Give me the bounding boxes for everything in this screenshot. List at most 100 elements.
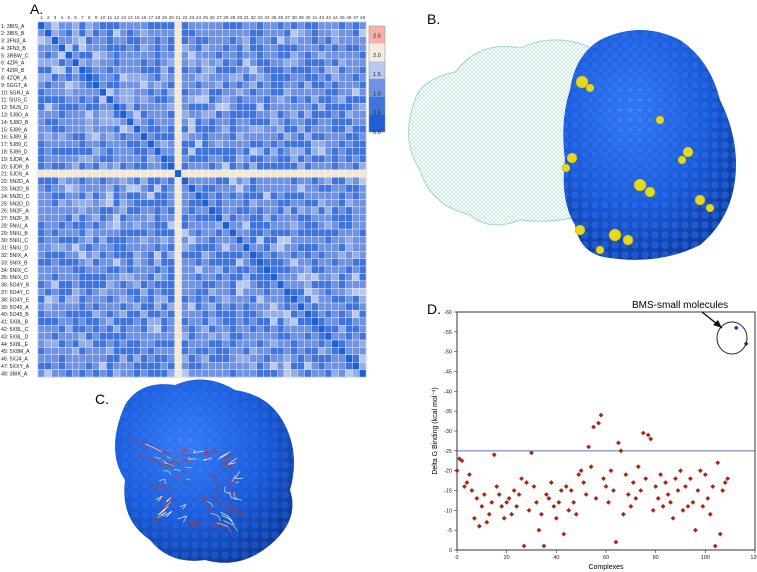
heatmap-cell: [201, 369, 210, 378]
heatmap-cell: [338, 66, 346, 74]
data-point: [717, 531, 723, 537]
scatter-d: 0-5-10-15-20-25-30-35-40-45-50-55-60 0 20…: [432, 300, 757, 571]
heatmap-cell: [352, 354, 360, 363]
heatmap-cell: [140, 251, 148, 259]
heatmap-cell: [181, 36, 189, 45]
heatmap-row-label: 8: 4ZQK_A: [1, 76, 27, 82]
heatmap-cell: [119, 66, 128, 74]
heatmap-cell: [222, 169, 230, 178]
data-point: [638, 488, 644, 493]
heatmap-cell: [44, 66, 52, 74]
heatmap-cell: [324, 206, 333, 215]
heatmap-cell: [222, 95, 230, 104]
heatmap-cell: [140, 302, 148, 311]
heatmap-cell: [317, 125, 326, 134]
heatmap-cell: [85, 132, 93, 141]
heatmap-cell: [126, 103, 134, 111]
heatmap-cell: [153, 80, 162, 89]
heatmap-cell: [215, 140, 223, 148]
heatmap-cell: [249, 44, 257, 52]
heatmap-cell: [78, 258, 87, 267]
heatmap-cell: [126, 236, 134, 245]
heatmap-cell: [229, 177, 237, 185]
heatmap-cell: [270, 73, 278, 82]
heatmap-cell: [283, 73, 292, 82]
heatmap-cell: [85, 29, 93, 37]
heatmap-cell: [311, 228, 319, 237]
heatmap-cell: [276, 206, 285, 215]
heatmap-cell: [181, 273, 189, 282]
heatmap-cell: [263, 162, 271, 171]
heatmap-cell: [174, 214, 182, 222]
heatmap-cell: [119, 243, 128, 252]
heatmap-cell: [229, 51, 237, 60]
heatmap-cell: [174, 302, 182, 311]
heatmap-cell: [324, 369, 333, 378]
heatmap-cell: [256, 251, 264, 259]
heatmap-cell: [92, 132, 100, 141]
heatmap-cell: [324, 325, 333, 333]
heatmap-cell: [181, 288, 189, 296]
heatmap-cell: [304, 332, 312, 341]
heatmap-cell: [85, 177, 93, 185]
heatmap-cell: [290, 236, 298, 245]
heatmap-cell: [167, 354, 175, 363]
heatmap-cell: [201, 332, 210, 341]
heatmap-cell: [317, 310, 326, 319]
data-point: [481, 492, 487, 497]
ligand-stick: [150, 460, 164, 467]
heatmap-cell: [208, 206, 216, 215]
heatmap-cell: [174, 221, 182, 230]
heatmap-cell: [256, 58, 264, 67]
data-point: [628, 503, 634, 509]
heatmap-cell: [256, 206, 264, 215]
data-point: [563, 484, 569, 489]
data-point: [707, 511, 713, 517]
heatmap-cell: [215, 310, 223, 319]
heatmap-cell: [324, 214, 333, 222]
heatmap-cell: [58, 29, 66, 37]
heatmap-cell: [222, 236, 230, 245]
heatmap-row-label: 26: 5N2F_A: [1, 209, 29, 215]
heatmap-cell: [352, 362, 360, 370]
heatmap-cell: [358, 191, 367, 200]
heatmap-cell: [331, 103, 339, 111]
heatmap-cell: [358, 44, 367, 52]
heatmap-cell: [304, 73, 312, 82]
heatmap-cell: [78, 117, 87, 126]
heatmap-cell: [222, 110, 230, 119]
heatmap-cell: [65, 147, 73, 156]
heatmap-cell: [99, 177, 107, 185]
data-point: [546, 496, 552, 501]
data-point: [469, 488, 475, 493]
heatmap-cell: [194, 236, 203, 245]
heatmap-cell: [311, 169, 319, 178]
heatmap-cell: [194, 362, 203, 370]
heatmap-cell: [92, 206, 100, 215]
heatmap-cell: [317, 191, 326, 200]
heatmap-cell: [242, 362, 251, 370]
heatmap-cell: [222, 258, 230, 267]
heatmap-cell: [65, 339, 73, 348]
heatmap-cell: [222, 206, 230, 215]
heatmap-cell: [249, 29, 257, 37]
heatmap-cell: [338, 29, 346, 37]
heatmap-cell: [106, 369, 114, 378]
heatmap-cell: [352, 273, 360, 282]
heatmap-cell: [249, 80, 257, 89]
ligand-stick: [227, 457, 237, 465]
heatmap-cell: [249, 169, 257, 178]
heatmap-cell: [194, 258, 203, 267]
heatmap-cell: [147, 110, 155, 119]
heatmap-cell: [311, 221, 319, 230]
heatmap-cell: [324, 103, 333, 111]
heatmap-cell: [338, 88, 346, 97]
heatmap-cell: [167, 162, 175, 171]
heatmap-cell: [160, 221, 169, 230]
heatmap-cell: [126, 29, 134, 37]
heatmap-cell: [188, 236, 196, 245]
heatmap-row-label: 28: 5NIU_A: [1, 223, 28, 229]
heatmap-cell: [194, 317, 203, 326]
heatmap-cell: [58, 310, 66, 319]
heatmap-cell: [215, 88, 223, 97]
